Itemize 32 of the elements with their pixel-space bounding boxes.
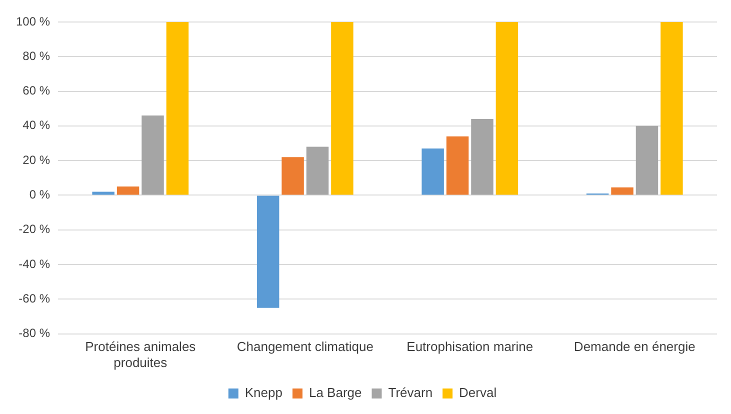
bar: [282, 157, 304, 195]
y-tick-label: 80 %: [22, 48, 50, 63]
legend-label: Knepp: [244, 385, 282, 400]
y-tick-label: -20 %: [18, 222, 50, 236]
x-tick-label: Changement climatique: [236, 339, 374, 354]
x-tick-label: Demande en énergie: [574, 339, 696, 354]
bar: [636, 126, 658, 195]
y-tick-label: 20 %: [22, 152, 50, 167]
bar: [660, 22, 683, 195]
y-tick-label: 60 %: [22, 84, 50, 98]
x-tick-label: Protéines animales produites: [85, 339, 196, 370]
bar: [166, 22, 189, 195]
x-tick-label: Eutrophisation marine: [406, 339, 534, 354]
y-tick-label: -40 %: [18, 256, 50, 271]
bar: [446, 136, 469, 195]
bar: [471, 119, 494, 195]
bar: [331, 22, 354, 195]
bar: [496, 22, 518, 195]
y-tick-label: 100 %: [16, 14, 50, 28]
legend-label: La Barge: [308, 385, 362, 400]
legend-label: Derval: [459, 385, 497, 400]
bar: [611, 187, 634, 195]
y-tick-label: 0 %: [29, 188, 50, 202]
y-tick-label: -80 %: [18, 326, 50, 340]
y-tick-label: 40 %: [22, 118, 50, 132]
legend-label: Trévarn: [388, 385, 433, 400]
bar: [116, 186, 140, 195]
bar: [142, 116, 164, 195]
bar: [306, 146, 329, 195]
bar: [422, 148, 444, 195]
y-tick-label: -60 %: [18, 291, 50, 306]
bar: [256, 196, 280, 308]
